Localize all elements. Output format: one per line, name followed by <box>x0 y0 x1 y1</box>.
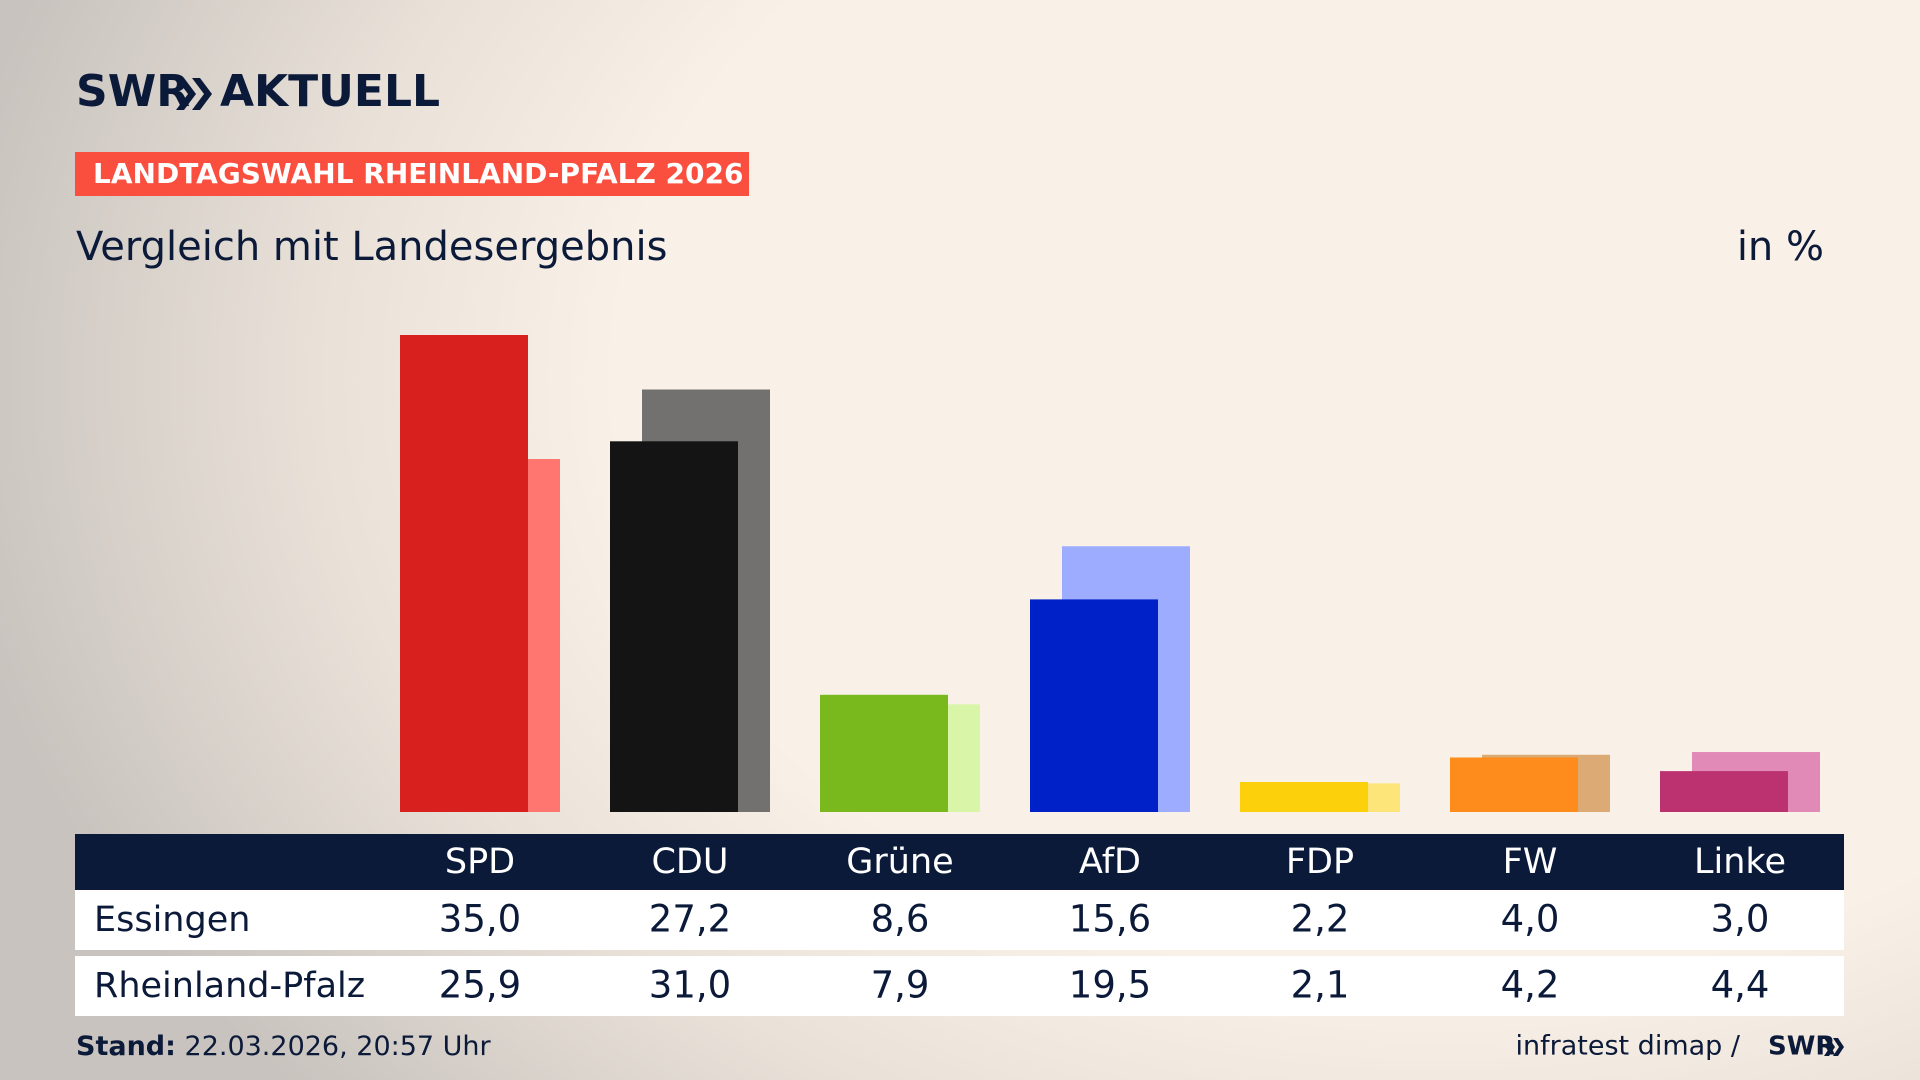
cell-value: 2,2 <box>1291 898 1350 941</box>
brand: AKTUELL <box>220 66 440 117</box>
table-row <box>75 956 1844 1016</box>
column-header: AfD <box>1079 842 1141 882</box>
bar <box>820 694 948 812</box>
bar <box>1240 782 1368 812</box>
footer-logo: SWR <box>1768 1032 1835 1062</box>
column-header: FW <box>1503 842 1558 882</box>
footer-stand: Stand: 22.03.2026, 20:57 Uhr <box>76 1031 492 1062</box>
footer-chevrons <box>1824 1038 1844 1056</box>
stand-label: Stand: <box>76 1031 176 1062</box>
table-row <box>75 890 1844 950</box>
cell-value: 25,9 <box>439 964 521 1007</box>
cell-value: 2,1 <box>1291 964 1350 1007</box>
bar <box>1450 757 1578 812</box>
column-header: SPD <box>445 842 515 882</box>
cell-value: 35,0 <box>439 898 521 941</box>
cell-value: 4,4 <box>1711 964 1770 1007</box>
cell-value: 3,0 <box>1711 898 1770 941</box>
unit: in % <box>1737 224 1824 270</box>
column-header: Grüne <box>846 842 953 882</box>
bar <box>1030 599 1158 812</box>
cell-value: 15,6 <box>1069 898 1151 941</box>
bar <box>610 441 738 812</box>
cell-value: 7,9 <box>871 964 930 1007</box>
row-label: Rheinland-Pfalz <box>94 966 365 1006</box>
cell-value: 8,6 <box>871 898 930 941</box>
source: infratest dimap / <box>1515 1031 1740 1062</box>
cell-value: 27,2 <box>649 898 731 941</box>
cell-value: 4,0 <box>1501 898 1560 941</box>
banner <box>75 152 749 196</box>
cell-value: 4,2 <box>1501 964 1560 1007</box>
row-label: Essingen <box>94 900 250 940</box>
banner-text: LANDTAGSWAHL RHEINLAND-PFALZ 2026 <box>93 157 743 190</box>
stand: 22.03.2026, 20:57 Uhr <box>185 1031 492 1062</box>
column-header: Linke <box>1694 842 1786 882</box>
bar <box>400 335 528 812</box>
column-header: CDU <box>651 842 728 882</box>
logo: SWR <box>76 66 190 117</box>
subtitle: Vergleich mit Landesergebnis <box>76 224 667 270</box>
cell-value: 31,0 <box>649 964 731 1007</box>
logo-chevrons <box>176 78 212 110</box>
column-header: FDP <box>1286 842 1354 882</box>
table-header <box>75 834 1844 890</box>
cell-value: 19,5 <box>1069 964 1151 1007</box>
bar <box>1660 771 1788 812</box>
